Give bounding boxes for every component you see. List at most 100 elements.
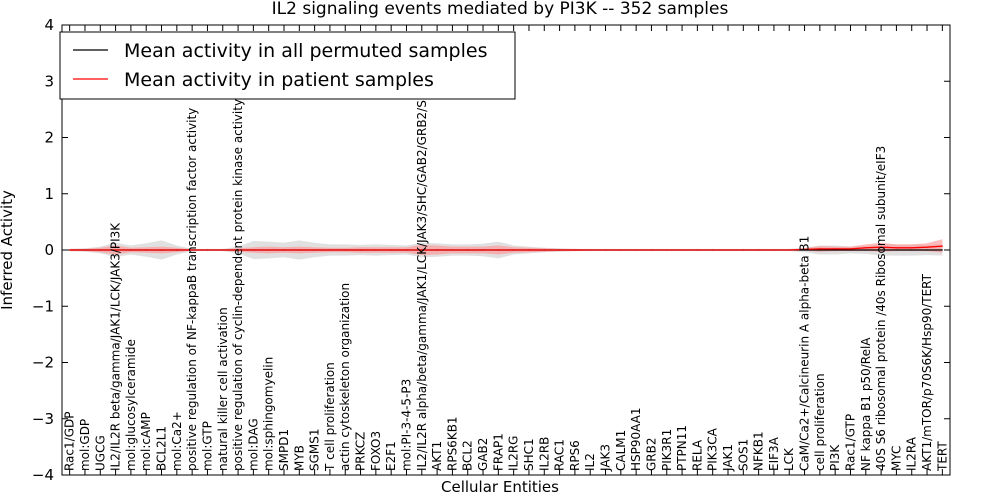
point-series-1-18 (344, 249, 346, 251)
point-series-1-42 (712, 249, 714, 251)
x-tick-label-19: PRKCZ (354, 432, 368, 471)
point-series-1-32 (559, 249, 561, 251)
x-tick-label-36: CALM1 (614, 430, 628, 471)
point-series-1-53 (880, 246, 882, 248)
point-series-1-16 (314, 249, 316, 251)
x-tick-label-53: 40S S6 ribosomal protein /40s Ribosomal … (874, 146, 888, 471)
point-series-0-53 (880, 249, 882, 251)
point-series-1-20 (375, 249, 377, 251)
x-tick-label-39: PIK3R1 (660, 429, 674, 471)
point-series-1-24 (436, 249, 438, 251)
band-series-1 (69, 239, 943, 256)
point-series-1-34 (589, 249, 591, 251)
x-tick-label-47: LCK (782, 447, 796, 471)
x-tick-label-11: positive regulation of cyclin-dependent … (231, 99, 245, 471)
x-tick-label-9: mol:GTP (200, 421, 214, 471)
y-tick-label-2: −2 (32, 354, 54, 372)
point-series-1-26 (467, 249, 469, 251)
x-tick-label-31: IL2RB (537, 437, 551, 471)
y-tick-label-1: −3 (32, 410, 54, 428)
point-series-1-39 (666, 249, 668, 251)
x-tick-label-5: mol:cAMP (139, 412, 153, 471)
point-series-1-48 (804, 248, 806, 250)
point-series-1-6 (160, 249, 163, 251)
y-tick-label-4: 0 (44, 241, 54, 259)
x-tick-label-1: mol:GDP (78, 419, 92, 471)
point-series-1-15 (298, 249, 300, 251)
point-series-1-10 (222, 249, 224, 251)
point-series-1-8 (191, 249, 193, 251)
point-series-1-25 (451, 249, 453, 251)
x-axis-ticks: Rac1/GDP mol:GDP UGCG IL2/IL2R beta/gamma/J… (63, 25, 949, 475)
point-series-1-4 (130, 249, 132, 251)
x-tick-label-35: JAK3 (599, 444, 613, 472)
point-series-1-31 (543, 249, 545, 251)
x-tick-label-50: PI3K (828, 444, 842, 471)
point-series-1-29 (513, 249, 515, 251)
point-series-1-5 (145, 249, 147, 251)
y-tick-label-3: −1 (32, 297, 54, 315)
y-tick-label-0: −4 (32, 466, 54, 484)
x-tick-label-25: RPS6KB1 (445, 416, 459, 471)
point-series-1-3 (115, 249, 117, 251)
point-series-1-40 (681, 249, 683, 251)
point-series-1-49 (819, 248, 821, 250)
x-tick-label-52: NF kappa B1 p50/RelA (859, 337, 873, 471)
point-series-0-56 (926, 249, 928, 251)
point-series-0-49 (819, 249, 821, 251)
y-tick-label-8: 4 (44, 16, 54, 34)
point-series-1-33 (574, 249, 576, 251)
line-series-1 (69, 245, 943, 251)
x-tick-label-6: BCL2L1 (155, 426, 169, 471)
x-tick-label-18: actin cytoskeleton organization (338, 283, 352, 471)
x-tick-label-16: SGMS1 (308, 428, 322, 471)
point-series-1-56 (926, 246, 928, 248)
y-tick-label-7: 3 (44, 72, 54, 90)
x-tick-label-8: positive regulation of NF-kappaB transcr… (185, 108, 199, 471)
point-series-1-38 (650, 249, 653, 251)
x-tick-label-22: mol:PI-3-4-5-P3 (399, 379, 413, 471)
x-tick-label-46: EIF3A (767, 436, 781, 471)
point-series-1-12 (252, 249, 254, 251)
point-series-1-27 (482, 249, 484, 251)
x-tick-label-26: BCL2 (461, 440, 475, 471)
legend-label-patient: Mean activity in patient samples (124, 69, 434, 91)
x-tick-label-45: NFKB1 (752, 431, 766, 471)
point-series-1-7 (176, 249, 178, 251)
x-tick-label-12: mol:DAG (246, 418, 260, 471)
point-series-1-28 (497, 249, 499, 251)
x-tick-label-7: mol:Ca2+ (170, 411, 184, 471)
x-tick-label-44: SOS1 (736, 439, 750, 471)
point-series-1-21 (390, 249, 392, 251)
point-series-1-2 (99, 249, 101, 251)
x-tick-label-51: Rac1/GTP (843, 414, 857, 471)
point-series-1-57 (941, 245, 943, 247)
legend-box (59, 31, 516, 100)
x-tick-label-55: IL2RA (905, 436, 919, 471)
x-tick-label-30: SHC1 (522, 438, 536, 471)
x-tick-label-21: E2F1 (384, 441, 398, 471)
x-tick-label-56: AKT1/mTOR/p70S6K/Hsp90/TERT (920, 273, 934, 471)
point-series-1-17 (329, 249, 331, 251)
point-series-1-22 (405, 249, 408, 251)
x-tick-label-48: CaM/Ca2+/Calcineurin A alpha-beta B1 (798, 236, 812, 471)
point-series-0-57 (941, 249, 943, 251)
x-tick-label-14: SMPD1 (277, 429, 291, 471)
x-tick-label-0: Rac1/GDP (63, 412, 77, 471)
point-series-1-50 (834, 248, 836, 250)
x-tick-label-33: RPS6 (568, 440, 582, 471)
x-tick-label-40: PTPN11 (675, 425, 689, 471)
point-series-1-36 (620, 249, 622, 251)
point-series-1-51 (849, 248, 852, 250)
x-tick-label-4: mol:glucosylceramide (124, 339, 138, 471)
point-series-1-43 (727, 249, 729, 251)
legend: Mean activity in all permuted samples Me… (59, 31, 516, 100)
y-tick-label-5: 1 (44, 185, 54, 203)
point-series-1-11 (237, 249, 239, 251)
point-series-1-55 (911, 247, 913, 249)
x-tick-label-29: IL2RG (507, 436, 521, 472)
x-tick-label-32: RAC1 (553, 439, 567, 471)
point-series-1-46 (773, 249, 775, 251)
x-tick-label-3: IL2/IL2R beta/gamma/JAK1/LCK/JAK3/PI3K (109, 222, 123, 471)
